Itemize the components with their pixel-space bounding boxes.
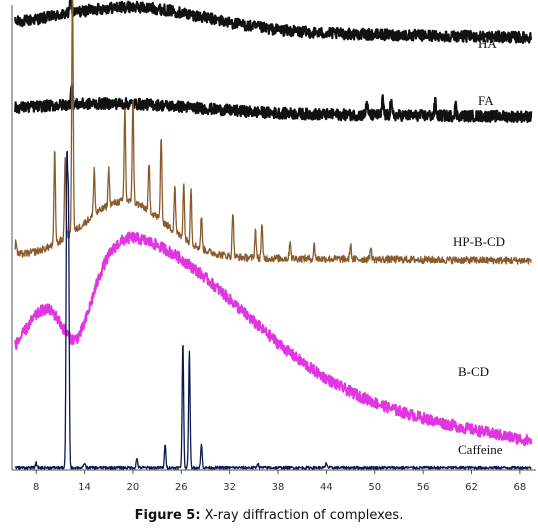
series-line-b-cd: [14, 231, 533, 447]
figure-caption: Figure 5: X-ray diffraction of complexes…: [0, 508, 538, 523]
series-line-hp-b-cd: [14, 0, 532, 265]
series-line-fa: [14, 84, 533, 124]
x-tick-label: 20: [127, 482, 140, 493]
x-tick-label: 44: [320, 482, 333, 493]
x-tick-label: 14: [78, 482, 91, 493]
xrd-chart: HA FA HP-B-CD B-CD Caffeine 8 14 20 26 32 38 44 50 5…: [11, 0, 536, 493]
series-label-caffeine: Caffeine: [458, 442, 503, 457]
series-label-fa: FA: [478, 93, 494, 108]
x-tick-label: 26: [175, 482, 188, 493]
x-tick-label: 38: [272, 482, 285, 493]
x-tick-label: 8: [33, 482, 39, 493]
x-tick-label: 62: [465, 482, 478, 493]
series-line-ha: [14, 0, 533, 44]
series-label-b-cd: B-CD: [458, 364, 489, 379]
figure-caption-text: X-ray diffraction of complexes.: [200, 508, 404, 523]
x-tick-label: 50: [368, 482, 381, 493]
series-label-layer: HA FA HP-B-CD B-CD Caffeine: [453, 36, 505, 457]
x-tick-label: 32: [223, 482, 236, 493]
series-layer: [14, 0, 533, 470]
series-label-hp-b-cd: HP-B-CD: [453, 234, 505, 249]
series-line-caffeine: [14, 150, 532, 470]
x-tick-label: 68: [514, 482, 527, 493]
x-tick-label: 56: [417, 482, 430, 493]
figure-number: Figure 5:: [134, 508, 201, 523]
series-label-ha: HA: [478, 36, 497, 51]
x-tick-layer: 8 14 20 26 32 38 44 50 56 62 68: [33, 470, 526, 493]
